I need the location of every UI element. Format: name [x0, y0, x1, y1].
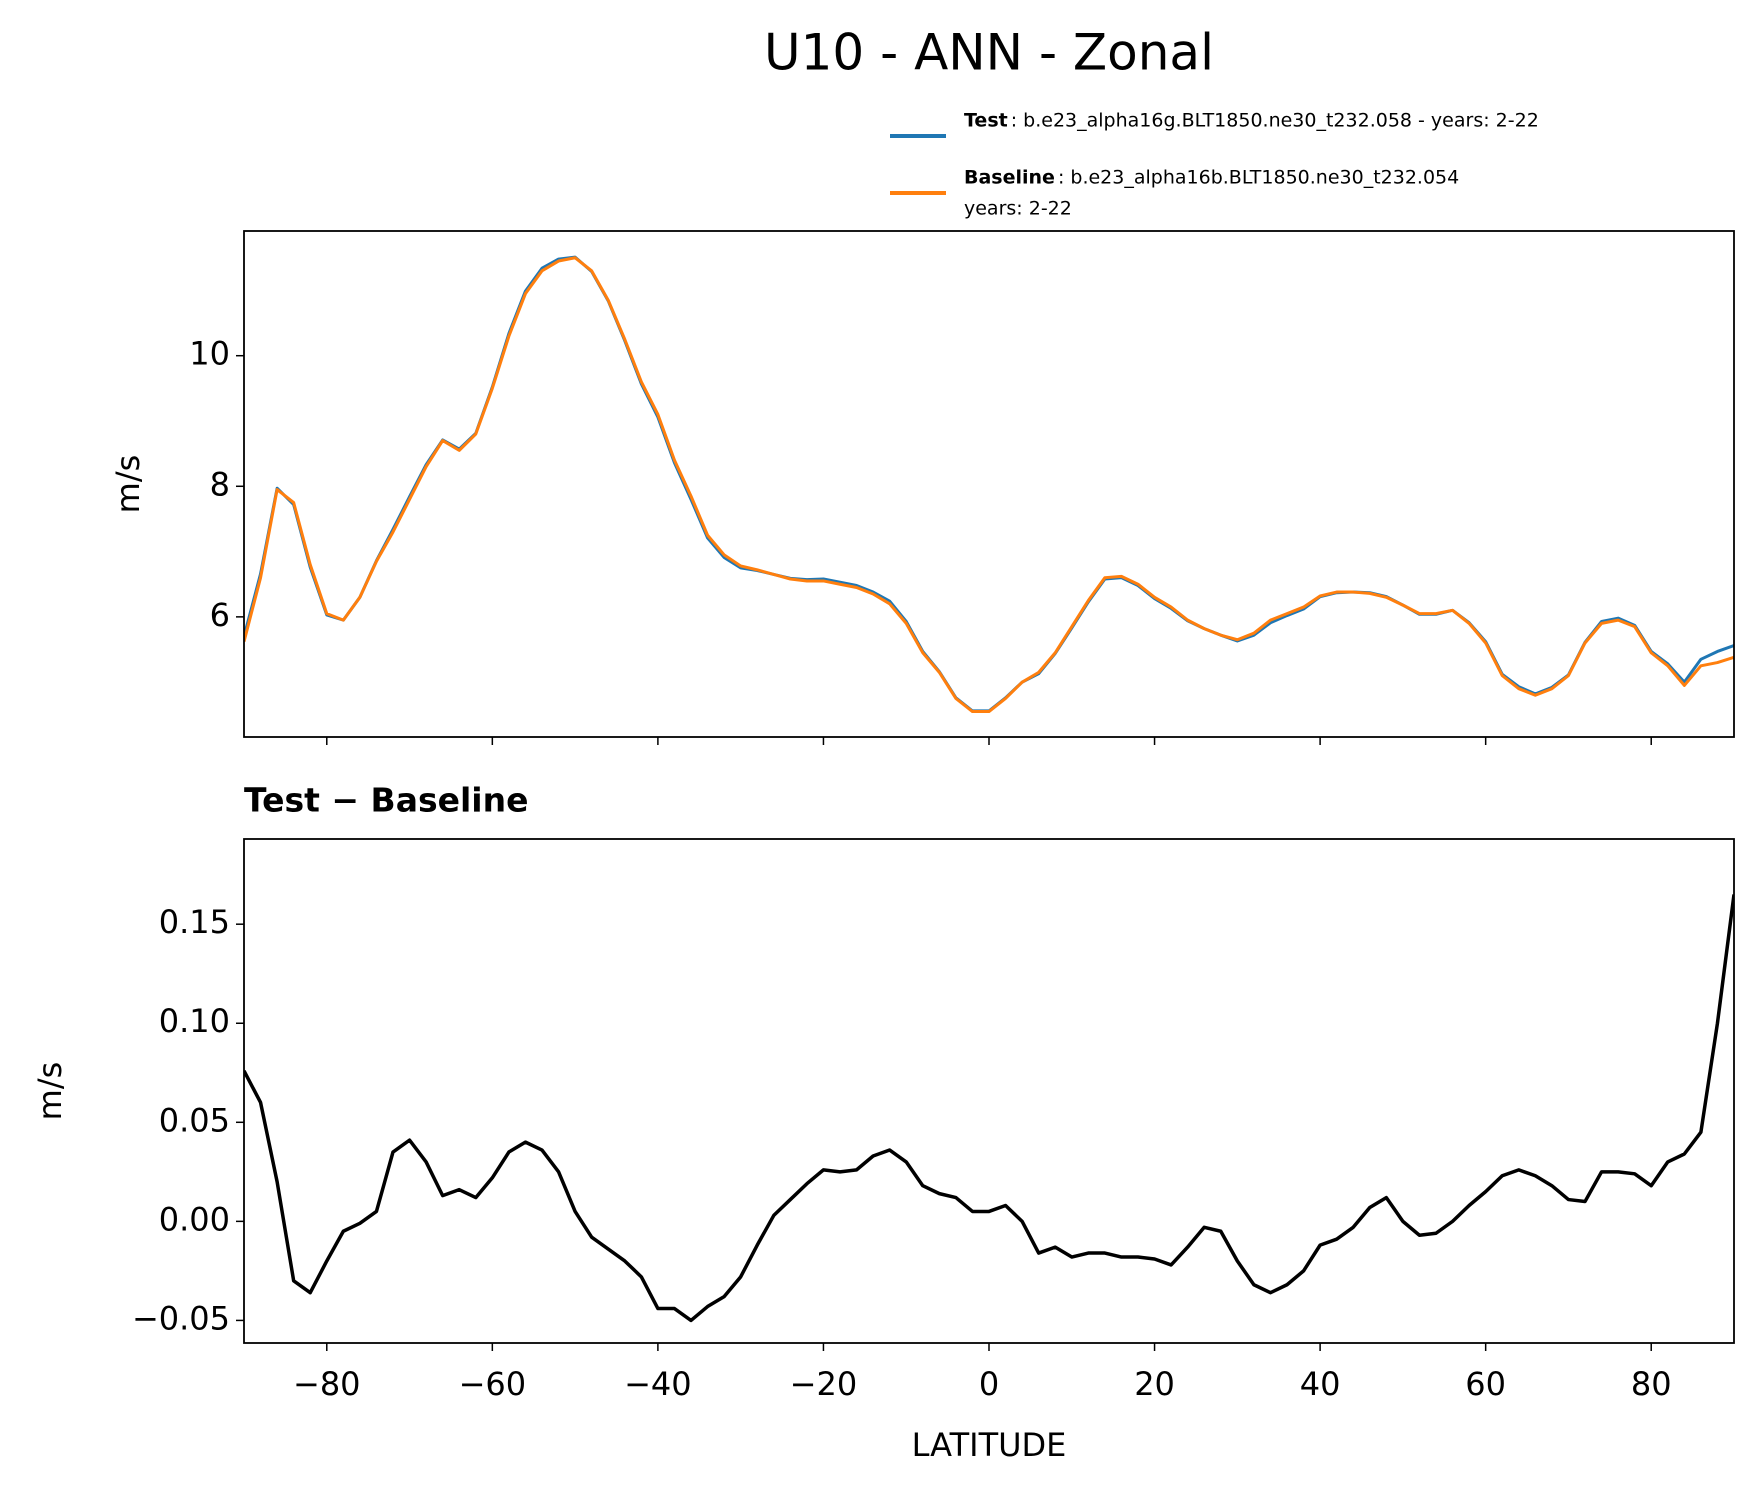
y-axis-label: m/s [109, 455, 147, 514]
x-tick-label: −60 [459, 1365, 527, 1403]
y-tick-label: 0.15 [159, 903, 230, 941]
plot-area [244, 894, 1734, 1323]
figure-title: U10 - ANN - Zonal [764, 24, 1214, 82]
y-tick-label: 6 [210, 596, 230, 634]
legend-description: years: 2-22 [964, 198, 1072, 220]
x-tick-label: −40 [624, 1365, 692, 1403]
legend-description: : b.e23_alpha16b.BLT1850.ne30_t232.054 [1058, 167, 1459, 189]
data-line [244, 255, 1734, 713]
x-tick-label: 60 [1465, 1365, 1506, 1403]
y-tick-label: 0.00 [159, 1200, 230, 1238]
legend-description: : b.e23_alpha16g.BLT1850.ne30_t232.058 -… [1011, 110, 1539, 132]
axes-frame [243, 230, 1735, 738]
legend-name: Test [964, 110, 1008, 132]
x-tick-label: 20 [1134, 1365, 1175, 1403]
panel-title: Test − Baseline [244, 781, 529, 820]
y-tick-label: 8 [210, 465, 230, 503]
y-tick-label: 0.10 [159, 1002, 230, 1040]
data-line [244, 256, 1734, 714]
y-tick-label: 10 [189, 335, 230, 373]
x-tick-label: 80 [1631, 1365, 1672, 1403]
x-tick-label: 0 [979, 1365, 999, 1403]
y-tick-label: −0.05 [132, 1299, 230, 1337]
x-tick-label: −20 [790, 1365, 858, 1403]
plot-area [244, 255, 1734, 714]
x-axis-label: LATITUDE [912, 1426, 1067, 1464]
x-tick-label: 40 [1300, 1365, 1341, 1403]
data-line [244, 894, 1734, 1323]
axes-frame [243, 838, 1735, 1344]
y-tick-label: 0.05 [159, 1101, 230, 1139]
y-axis-label: m/s [31, 1062, 69, 1121]
legend-name: Baseline [964, 167, 1055, 189]
x-tick-label: −80 [293, 1365, 361, 1403]
